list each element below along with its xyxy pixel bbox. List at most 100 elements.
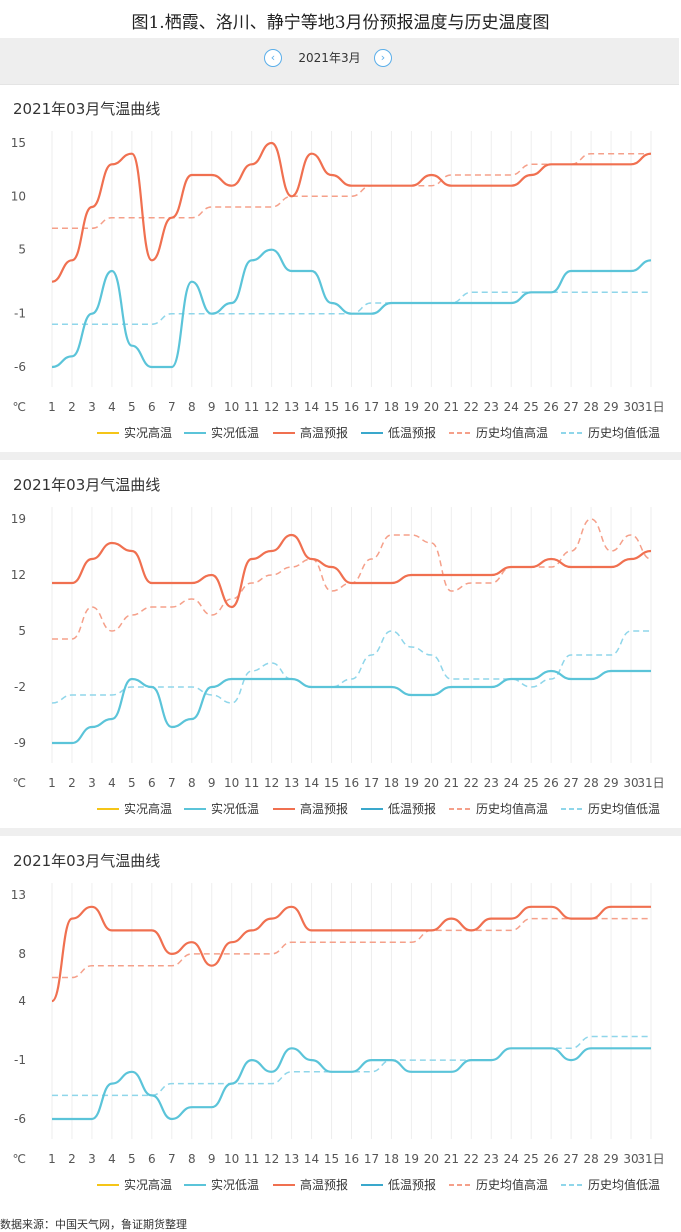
x-tick-label: 17	[364, 1152, 379, 1166]
x-tick-label: 8	[188, 400, 196, 414]
x-tick-label: 20	[424, 400, 439, 414]
y-tick-label: -6	[14, 1112, 26, 1126]
x-tick-label: 16	[344, 400, 359, 414]
chart-title: 2021年03月气温曲线	[13, 100, 161, 118]
x-tick-label: 29	[603, 776, 618, 790]
x-tick-label: 3	[88, 776, 96, 790]
x-tick-label: 18	[384, 776, 399, 790]
x-tick-label: 8	[188, 776, 196, 790]
x-tick-label: 19	[404, 1152, 419, 1166]
chevron-right-icon[interactable]: ›	[374, 49, 392, 67]
x-tick-label: 12	[264, 400, 279, 414]
y-tick-label: -6	[14, 360, 26, 374]
x-tick-label: 2	[68, 1152, 76, 1166]
x-tick-label: 4	[108, 1152, 116, 1166]
legend-item[interactable]: 高温预报	[273, 425, 348, 440]
x-tick-label: 11	[244, 400, 259, 414]
x-tick-label: 17	[364, 400, 379, 414]
y-tick-label: 10	[11, 189, 26, 203]
x-tick-label: 7	[168, 400, 176, 414]
legend-label: 历史均值高温	[476, 425, 548, 440]
x-tick-label: 13	[284, 400, 299, 414]
x-tick-label: 26	[544, 400, 559, 414]
legend-label: 高温预报	[300, 425, 348, 440]
chart-legend: 实况高温 实况低温 高温预报 低温预报 历史均值高温 历史均值低温	[97, 801, 660, 816]
y-tick-label: 5	[18, 243, 26, 257]
legend-label: 实况高温	[124, 425, 172, 440]
legend-item[interactable]: 低温预报	[361, 1177, 436, 1192]
y-tick-label: -1	[14, 307, 26, 321]
legend-label: 历史均值高温	[476, 1177, 548, 1192]
chart-legend: 实况高温 实况低温 高温预报 低温预报 历史均值高温 历史均值低温	[97, 1177, 660, 1192]
legend-item[interactable]: 实况低温	[184, 1177, 259, 1192]
legend-label: 实况高温	[124, 801, 172, 816]
legend-item[interactable]: 历史均值高温	[449, 1177, 548, 1192]
legend-item[interactable]: 历史均值低温	[561, 1177, 660, 1192]
legend-item[interactable]: 低温预报	[361, 425, 436, 440]
chart-panel-1: 2021年03月气温曲线 15 10 5 -1 -6 ℃ 1 2 3 4 5 6 7 8 9 10 11 12 13…	[0, 86, 681, 450]
x-tick-label: 20	[424, 1152, 439, 1166]
x-tick-label: 7	[168, 776, 176, 790]
y-tick-label: 19	[11, 512, 26, 526]
x-tick-label: 26	[544, 1152, 559, 1166]
legend-item[interactable]: 实况高温	[97, 425, 172, 440]
x-unit-label: ℃	[13, 1152, 26, 1166]
x-tick-label: 14	[304, 776, 319, 790]
x-tick-label: 23	[484, 776, 499, 790]
chart-panel-3: 2021年03月气温曲线 13 8 4 -1 -6 ℃ 1 2 3 4 5 6 7 8 9 10 11 12 13 1…	[0, 838, 681, 1208]
x-tick-label: 25	[524, 776, 539, 790]
legend-item[interactable]: 历史均值低温	[561, 801, 660, 816]
legend-item[interactable]: 历史均值低温	[561, 425, 660, 440]
y-tick-label: -1	[14, 1053, 26, 1067]
y-tick-label: 13	[11, 888, 26, 902]
series-line-高温预报	[51, 533, 652, 609]
legend-item[interactable]: 高温预报	[273, 1177, 348, 1192]
x-tick-label: 20	[424, 776, 439, 790]
panel-divider	[0, 452, 681, 460]
grid-lines	[51, 131, 652, 387]
legend-item[interactable]: 低温预报	[361, 801, 436, 816]
x-tick-label: 1	[48, 400, 56, 414]
x-tick-label: 22	[464, 400, 479, 414]
chevron-left-icon[interactable]: ‹	[264, 49, 282, 67]
x-tick-label: 16	[344, 1152, 359, 1166]
x-tick-label: 5	[128, 776, 136, 790]
month-navigation-bar: ‹ 2021年3月 ›	[0, 38, 679, 85]
series-line-历史均值高温	[52, 917, 651, 979]
x-tick-label: 7	[168, 1152, 176, 1166]
legend-item[interactable]: 实况高温	[97, 1177, 172, 1192]
x-tick-label: 24	[504, 776, 519, 790]
x-tick-label: 28	[583, 400, 598, 414]
x-tick-label: 6	[148, 400, 156, 414]
legend-item[interactable]: 高温预报	[273, 801, 348, 816]
x-tick-label: 22	[464, 776, 479, 790]
x-tick-label: 19	[404, 776, 419, 790]
figure-title: 图1.栖霞、洛川、静宁等地3月份预报温度与历史温度图	[131, 13, 550, 33]
x-tick-label: 29	[603, 1152, 618, 1166]
panel-divider	[0, 828, 681, 836]
x-tick-label: 25	[524, 1152, 539, 1166]
legend-item[interactable]: 历史均值高温	[449, 425, 548, 440]
legend-item[interactable]: 实况低温	[184, 801, 259, 816]
legend-item[interactable]: 实况低温	[184, 425, 259, 440]
series-line-历史均值高温	[51, 152, 651, 230]
x-tick-label: 1	[48, 776, 56, 790]
legend-label: 低温预报	[388, 801, 436, 816]
legend-label: 高温预报	[300, 801, 348, 816]
x-tick-label: 18	[384, 400, 399, 414]
legend-item[interactable]: 实况高温	[97, 801, 172, 816]
x-tick-label: 14	[304, 400, 319, 414]
y-tick-label: 4	[18, 994, 26, 1008]
x-unit-label: ℃	[13, 776, 26, 790]
x-tick-label: 26	[544, 776, 559, 790]
x-tick-label: 23	[484, 1152, 499, 1166]
x-tick-label: 10	[224, 776, 239, 790]
x-tick-label: 31日	[637, 776, 664, 790]
x-tick-label: 4	[108, 776, 116, 790]
x-tick-label: 12	[264, 1152, 279, 1166]
x-tick-label: 5	[128, 1152, 136, 1166]
x-tick-label: 15	[324, 1152, 339, 1166]
legend-item[interactable]: 历史均值高温	[449, 801, 548, 816]
x-tick-label: 9	[208, 400, 216, 414]
